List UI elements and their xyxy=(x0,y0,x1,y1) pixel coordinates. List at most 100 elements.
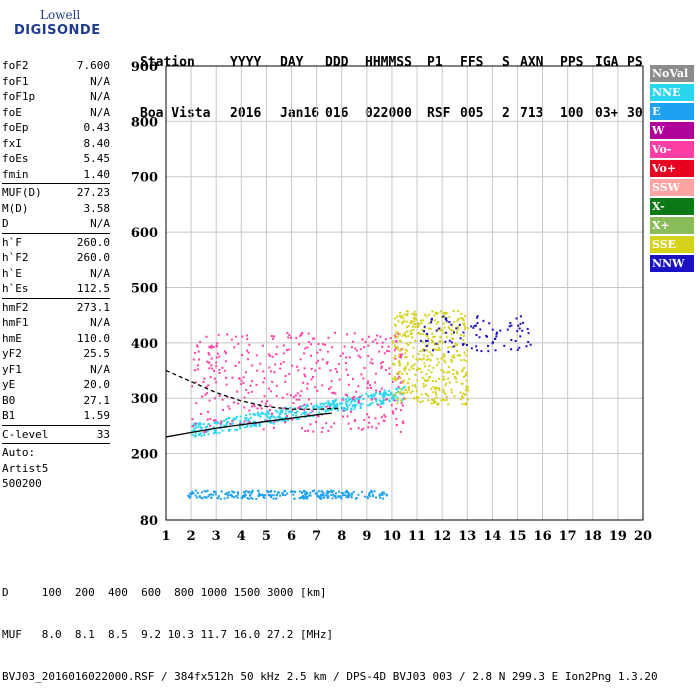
echo-point xyxy=(445,331,448,334)
echo-point xyxy=(465,379,468,382)
echo-point xyxy=(214,430,217,433)
echo-point xyxy=(404,356,407,359)
echo-point xyxy=(279,417,282,420)
param-name: fxI xyxy=(2,136,22,150)
echo-point xyxy=(442,398,445,401)
echo-point xyxy=(378,350,381,353)
param-value: 8.40 xyxy=(83,136,111,150)
echo-point xyxy=(198,495,201,498)
echo-point xyxy=(316,495,319,498)
echo-point xyxy=(410,332,413,335)
echo-point xyxy=(393,349,396,352)
echo-point xyxy=(399,388,402,391)
echo-point xyxy=(264,402,267,405)
echo-point xyxy=(271,494,274,497)
echo-point xyxy=(237,342,240,345)
echo-point xyxy=(352,491,355,494)
echo-point xyxy=(233,346,236,349)
param-row: B0 27.1 xyxy=(2,393,110,409)
echo-point xyxy=(220,420,223,423)
echo-point xyxy=(369,403,372,406)
echo-point xyxy=(443,326,446,329)
echo-point xyxy=(414,323,417,326)
echo-point xyxy=(367,344,370,347)
echo-point xyxy=(415,313,418,316)
echo-point xyxy=(243,406,246,409)
echo-point xyxy=(416,399,419,402)
echo-point xyxy=(281,411,284,414)
echo-point xyxy=(325,362,328,365)
echo-point xyxy=(357,397,360,400)
echo-point xyxy=(418,323,421,326)
echo-point xyxy=(338,402,341,405)
echo-point xyxy=(267,491,270,494)
echo-point xyxy=(267,410,270,413)
echo-point xyxy=(277,491,280,494)
echo-point xyxy=(272,426,275,429)
echo-point xyxy=(380,416,383,419)
echo-point xyxy=(320,497,323,500)
echo-point xyxy=(411,325,414,328)
echo-point xyxy=(401,314,404,317)
header-value-4: 022000 xyxy=(365,106,412,121)
echo-point xyxy=(399,381,402,384)
echo-point xyxy=(215,381,218,384)
echo-point xyxy=(249,493,252,496)
echo-point xyxy=(394,379,397,382)
echo-point xyxy=(223,369,226,372)
echo-point xyxy=(460,382,463,385)
echo-point xyxy=(336,404,339,407)
echo-point xyxy=(381,361,384,364)
echo-point xyxy=(247,391,250,394)
echo-point xyxy=(360,373,363,376)
echo-point xyxy=(463,323,466,326)
echo-point xyxy=(363,419,366,422)
echo-point xyxy=(192,428,195,431)
echo-point xyxy=(436,328,439,331)
echo-point xyxy=(228,429,231,432)
param-name: Artist5 xyxy=(2,461,49,475)
echo-point xyxy=(510,338,513,341)
echo-point xyxy=(348,356,351,359)
echo-point xyxy=(309,492,312,495)
echo-point xyxy=(267,493,270,496)
echo-point xyxy=(400,402,403,405)
echo-point xyxy=(279,367,282,370)
echo-point xyxy=(369,402,372,405)
echo-point xyxy=(368,492,371,495)
echo-point xyxy=(330,489,333,492)
echo-point xyxy=(417,322,420,325)
echo-point xyxy=(206,489,209,492)
echo-point xyxy=(396,346,399,349)
echo-point xyxy=(405,314,408,317)
echo-point xyxy=(198,358,201,361)
echo-point xyxy=(244,371,247,374)
echo-point xyxy=(415,369,418,372)
echo-point xyxy=(303,412,306,415)
echo-point xyxy=(407,344,410,347)
echo-point xyxy=(391,410,394,413)
echo-point xyxy=(450,329,453,332)
echo-point xyxy=(420,319,423,322)
echo-point xyxy=(329,369,332,372)
param-row: hmF1 N/A xyxy=(2,315,110,331)
echo-point xyxy=(257,489,260,492)
echo-point xyxy=(251,489,254,492)
echo-point xyxy=(445,382,448,385)
echo-point xyxy=(210,364,213,367)
echo-point xyxy=(374,397,377,400)
echo-point xyxy=(516,330,519,333)
echo-point xyxy=(224,350,227,353)
echo-point xyxy=(412,317,415,320)
echo-point xyxy=(467,389,470,392)
echo-point xyxy=(267,353,270,356)
echo-point xyxy=(238,425,241,428)
echo-point xyxy=(334,492,337,495)
x-tick-label: 15 xyxy=(508,529,526,544)
echo-point xyxy=(401,404,404,407)
echo-point xyxy=(258,492,261,495)
echo-point xyxy=(304,490,307,493)
echo-point xyxy=(271,380,274,383)
echo-point xyxy=(363,495,366,498)
param-row: foE N/A xyxy=(2,105,110,121)
